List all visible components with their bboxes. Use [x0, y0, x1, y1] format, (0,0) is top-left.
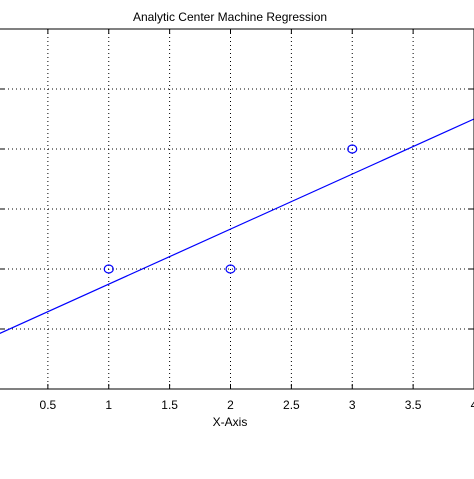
- x-axis-label: X-Axis: [213, 415, 248, 429]
- x-tick-labels: 0.5 1 1.5 2 2.5 3 3.5 4: [40, 398, 474, 412]
- x-tick-label: 3: [349, 398, 356, 412]
- ticks: [0, 29, 474, 389]
- data-point: [103, 264, 114, 274]
- chart-title: Analytic Center Machine Regression: [133, 10, 327, 24]
- x-tick-label: 2.5: [283, 398, 300, 412]
- x-tick-label: 1.5: [161, 398, 178, 412]
- data-point: [347, 144, 358, 154]
- x-tick-label: 1: [105, 398, 112, 412]
- regression-line: [0, 118, 474, 334]
- regression-line-layer: [0, 118, 474, 334]
- data-point: [225, 264, 236, 274]
- grid: [0, 29, 474, 389]
- x-tick-label: 3.5: [405, 398, 422, 412]
- plot-frame: [0, 28, 474, 390]
- data-points: [103, 144, 358, 274]
- x-tick-label: 4: [471, 398, 474, 412]
- x-tick-label: 0.5: [40, 398, 57, 412]
- x-tick-label: 2: [227, 398, 234, 412]
